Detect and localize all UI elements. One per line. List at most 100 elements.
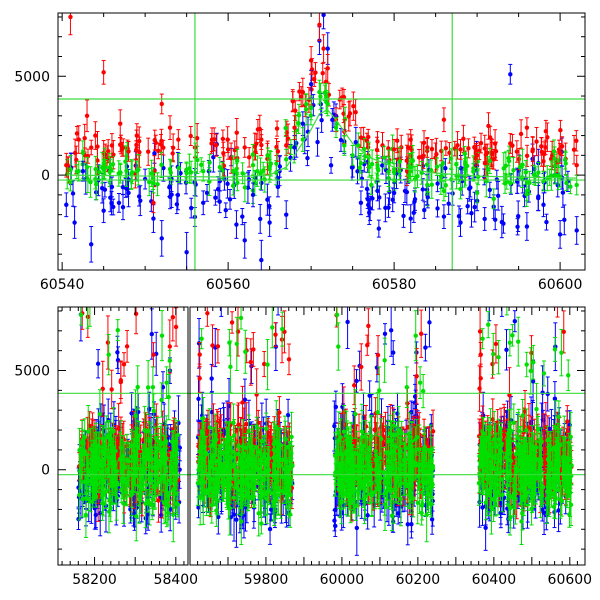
- data-point-red: [146, 279, 150, 302]
- data-point-blue: [174, 194, 180, 215]
- data-point: [412, 197, 418, 202]
- data-point-blue: [435, 174, 440, 193]
- data-point-blue: [536, 184, 541, 212]
- data-point-blue: [482, 207, 487, 231]
- data-point-blue: [240, 208, 245, 226]
- data-point: [234, 166, 239, 172]
- data-point: [161, 165, 166, 171]
- data-point-red: [167, 115, 173, 141]
- data-point-green: [458, 178, 463, 200]
- data-point: [429, 182, 434, 187]
- data-point: [217, 165, 223, 170]
- data-point-blue: [284, 200, 289, 229]
- data-point: [508, 72, 513, 77]
- data-point: [151, 216, 156, 221]
- data-point: [441, 117, 447, 122]
- data-point: [284, 157, 289, 162]
- data-point-red: [508, 133, 513, 154]
- data-point: [483, 152, 489, 158]
- data-point: [425, 182, 430, 188]
- data-point-red: [85, 148, 91, 164]
- data-point-green: [195, 145, 200, 174]
- data-point-green: [511, 156, 516, 184]
- data-point-blue: [383, 193, 388, 223]
- data-point: [288, 144, 294, 150]
- data-point-green: [369, 149, 375, 179]
- data-point: [84, 113, 90, 119]
- data-point-red: [170, 146, 175, 161]
- data-point: [93, 512, 98, 518]
- data-point: [472, 204, 477, 210]
- data-point-red: [293, 100, 298, 121]
- data-point: [74, 131, 80, 136]
- data-point-blue: [259, 239, 264, 270]
- data-point-green: [68, 170, 73, 192]
- data-point: [290, 98, 295, 103]
- data-point: [101, 70, 106, 75]
- data-point: [156, 148, 161, 154]
- data-point-blue: [501, 213, 506, 234]
- data-point: [320, 70, 325, 76]
- data-point-blue: [469, 198, 474, 228]
- data-point: [76, 168, 81, 174]
- data-point: [558, 128, 563, 133]
- data-point: [443, 145, 449, 151]
- data-point-red: [491, 148, 496, 170]
- data-point: [184, 250, 189, 255]
- data-point: [541, 202, 546, 207]
- data-point-green: [76, 160, 81, 182]
- data-point-red: [105, 315, 111, 370]
- data-point-blue: [142, 168, 148, 190]
- data-point: [458, 220, 463, 225]
- data-point: [84, 165, 90, 170]
- data-point: [176, 137, 181, 142]
- data-point: [118, 142, 124, 147]
- data-point: [134, 168, 140, 174]
- data-point-blue: [328, 156, 334, 174]
- data-point: [259, 257, 264, 263]
- data-point-green: [429, 170, 434, 199]
- data-point-blue: [391, 182, 397, 204]
- data-point-blue: [541, 192, 546, 218]
- data-point: [485, 167, 491, 172]
- data-point: [375, 188, 380, 194]
- data-point: [435, 206, 440, 211]
- data-point: [283, 125, 288, 131]
- data-point: [508, 180, 513, 186]
- data-point-green: [397, 146, 402, 177]
- data-point-green: [288, 139, 294, 156]
- data-point: [574, 138, 579, 143]
- data-point-blue: [319, 107, 324, 133]
- data-point-blue: [201, 190, 206, 216]
- data-point-green: [536, 161, 541, 184]
- data-point-red: [126, 141, 131, 162]
- data-point: [523, 170, 529, 175]
- data-point: [338, 137, 344, 143]
- data-point: [138, 198, 143, 203]
- data-point: [482, 216, 487, 222]
- data-point-red: [443, 140, 449, 156]
- data-point: [95, 158, 100, 163]
- data-point-blue: [120, 194, 126, 221]
- data-point-red: [493, 141, 499, 161]
- data-point: [209, 141, 214, 146]
- data-point-red: [416, 148, 422, 166]
- data-point-green: [358, 152, 364, 174]
- data-point: [557, 151, 563, 156]
- data-point-green: [159, 151, 164, 179]
- data-point: [552, 156, 557, 161]
- data-point: [76, 137, 81, 142]
- data-point-green: [547, 168, 552, 186]
- data-point: [313, 70, 318, 75]
- data-point: [234, 130, 239, 135]
- data-point: [358, 161, 364, 166]
- data-point-red: [466, 138, 471, 159]
- data-point: [204, 190, 210, 196]
- data-point-red: [425, 137, 430, 158]
- data-point-red: [351, 91, 356, 121]
- data-point: [375, 139, 380, 144]
- data-point: [184, 170, 189, 176]
- data-point-green: [234, 158, 239, 180]
- data-point: [246, 155, 252, 160]
